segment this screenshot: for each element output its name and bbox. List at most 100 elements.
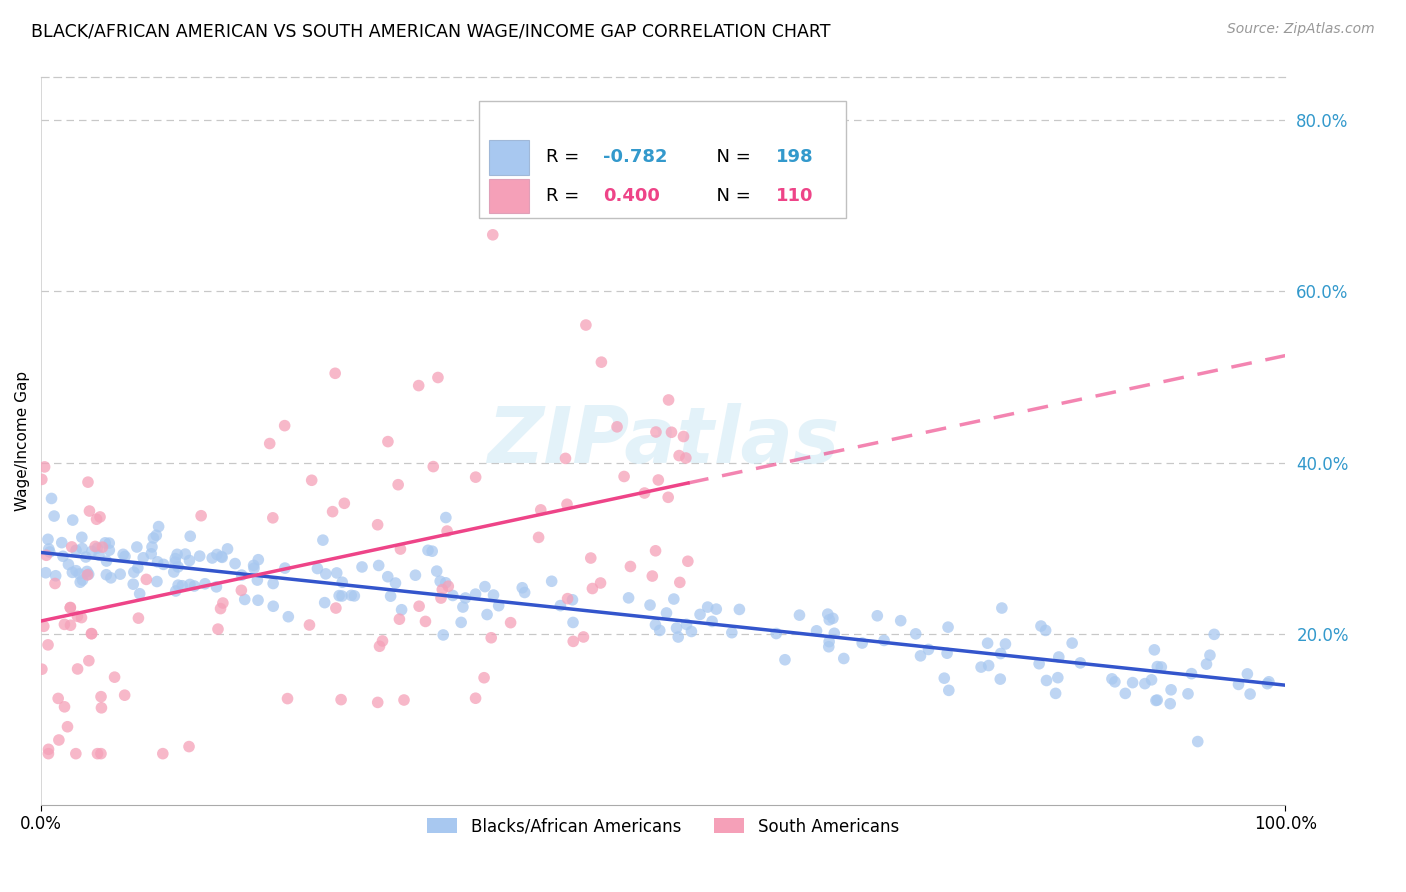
Point [371, 634, 394, 648]
Point [122, 577, 145, 591]
Point [434, 575, 457, 590]
Point [1177, 687, 1199, 701]
Point [1150, 660, 1173, 674]
Point [1143, 643, 1166, 657]
Point [165, 584, 187, 599]
Point [125, 540, 148, 554]
Point [1140, 673, 1163, 687]
Point [52, 549, 75, 564]
Point [207, 622, 229, 636]
Point [350, 560, 373, 574]
Point [86, 747, 108, 761]
Point [146, 555, 169, 569]
Point [429, 574, 451, 589]
Point [322, 505, 344, 519]
Point [644, 617, 666, 632]
Point [988, 672, 1011, 686]
Point [122, 566, 145, 580]
Point [851, 636, 873, 650]
Point [62, 513, 84, 527]
Text: R =: R = [546, 187, 585, 205]
Point [644, 543, 666, 558]
Point [540, 574, 562, 589]
Point [330, 692, 353, 706]
Point [773, 653, 796, 667]
Point [990, 647, 1012, 661]
Point [145, 528, 167, 542]
Point [1035, 624, 1057, 638]
Point [1239, 687, 1261, 701]
Point [1047, 650, 1070, 665]
Point [391, 603, 413, 617]
Point [676, 554, 699, 568]
Point [96, 554, 118, 568]
Point [79, 504, 101, 518]
Point [60, 566, 83, 580]
Point [482, 588, 505, 602]
Point [89, 510, 111, 524]
Point [114, 688, 136, 702]
Point [59, 600, 82, 615]
Legend: Blacks/African Americans, South Americans: Blacks/African Americans, South American… [419, 809, 907, 844]
Point [262, 576, 284, 591]
Point [665, 621, 688, 635]
Point [60, 540, 83, 554]
Point [976, 636, 998, 650]
Point [330, 575, 353, 590]
Point [231, 583, 253, 598]
Point [343, 589, 366, 603]
Point [1069, 656, 1091, 670]
Point [638, 598, 661, 612]
Point [474, 580, 496, 594]
Point [90, 701, 112, 715]
Point [1035, 673, 1057, 688]
Point [326, 566, 349, 580]
Point [90, 747, 112, 761]
Point [274, 561, 297, 575]
Point [451, 600, 474, 615]
Point [617, 591, 640, 605]
Point [434, 510, 457, 524]
Point [37, 747, 59, 761]
Point [70, 610, 93, 624]
FancyBboxPatch shape [479, 102, 846, 218]
Point [426, 564, 449, 578]
Point [167, 578, 190, 592]
Point [613, 469, 636, 483]
Point [936, 646, 959, 660]
Point [246, 573, 269, 587]
FancyBboxPatch shape [489, 178, 529, 213]
Point [314, 596, 336, 610]
Point [499, 615, 522, 630]
Text: R =: R = [546, 148, 585, 167]
Text: ZIPatlas: ZIPatlas [486, 403, 839, 479]
Point [209, 601, 232, 615]
Point [35, 566, 58, 580]
Point [430, 591, 453, 605]
Point [645, 425, 668, 439]
Point [247, 593, 270, 607]
Point [174, 547, 197, 561]
Point [65, 747, 87, 761]
Point [59, 600, 82, 615]
Y-axis label: Wage/Income Gap: Wage/Income Gap [15, 371, 30, 511]
Point [183, 579, 205, 593]
Point [1133, 676, 1156, 690]
Point [179, 529, 201, 543]
Point [728, 602, 751, 616]
Point [472, 671, 495, 685]
Point [666, 630, 689, 644]
Point [657, 491, 679, 505]
Point [45, 568, 67, 582]
Point [66, 609, 89, 624]
Point [1187, 734, 1209, 748]
Point [163, 565, 186, 579]
Point [86, 512, 108, 526]
Point [377, 434, 399, 449]
Point [464, 691, 486, 706]
Point [1160, 682, 1182, 697]
Point [581, 582, 603, 596]
Point [579, 551, 602, 566]
Point [575, 318, 598, 332]
Point [554, 451, 576, 466]
